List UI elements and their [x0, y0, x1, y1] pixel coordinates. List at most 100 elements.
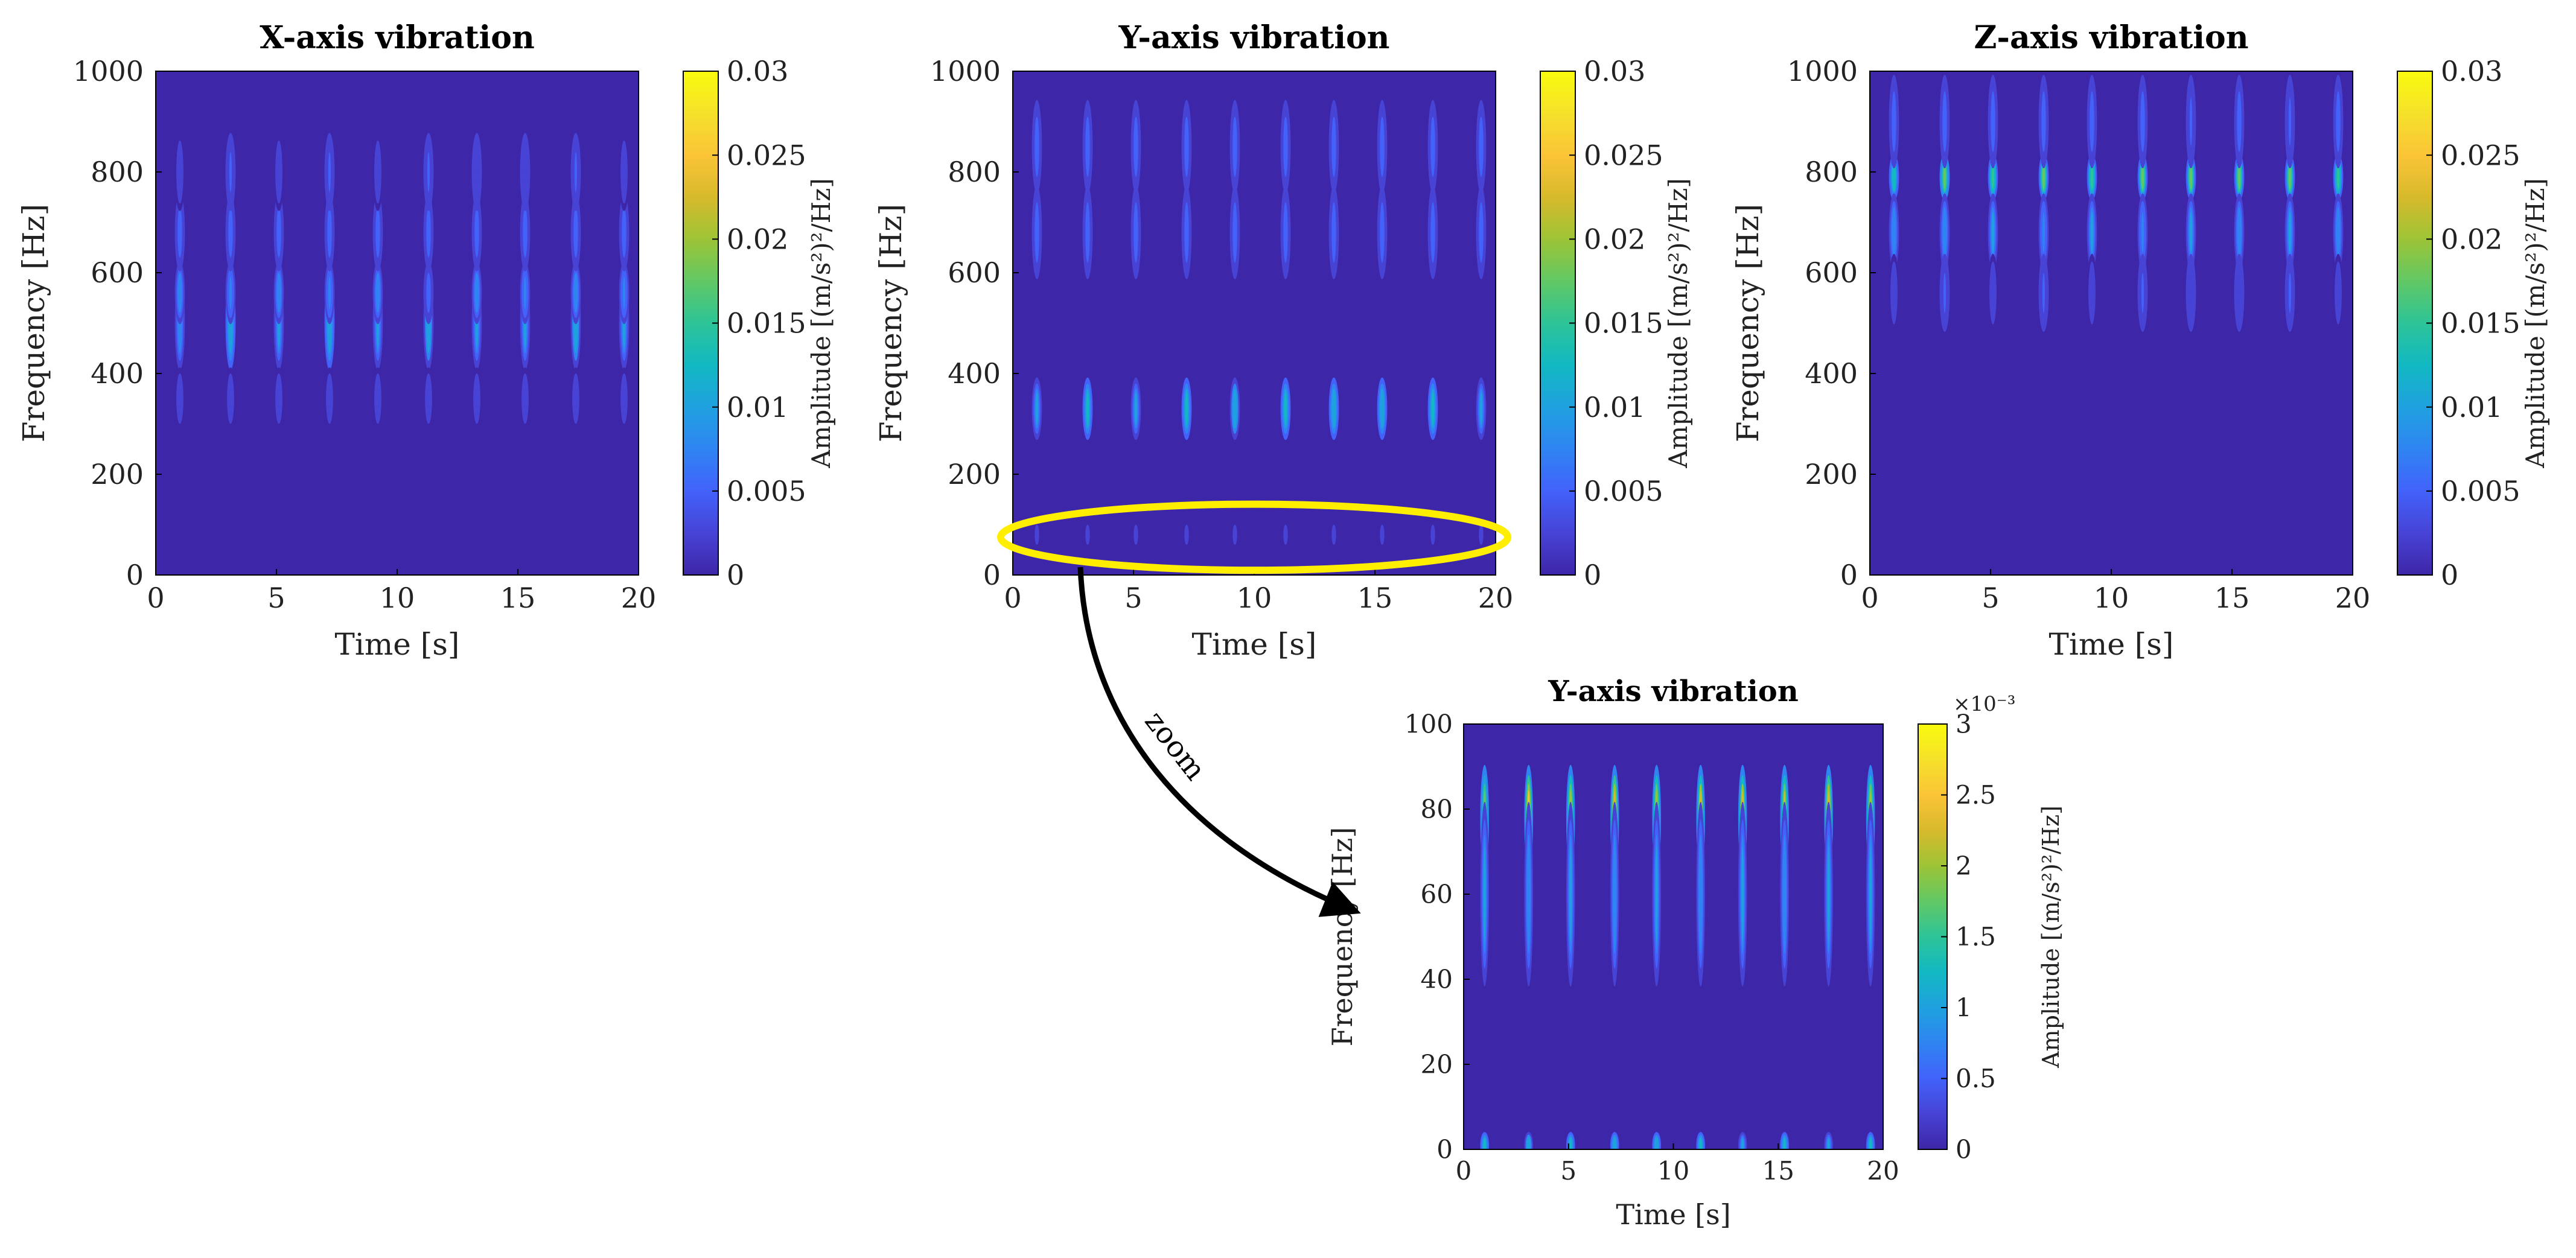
ridge-peak [1035, 208, 1039, 257]
y-tick-label: 600 [948, 256, 1001, 289]
ridge-peak [2237, 97, 2241, 146]
x-axis-label: Time [s] [2049, 627, 2174, 662]
ridge-peak [574, 151, 578, 192]
ridge-peak [1134, 392, 1138, 425]
y-tick-label: 200 [1805, 458, 1858, 491]
ridge-peak [2288, 97, 2292, 146]
ridge-peak [427, 212, 430, 253]
ridge-peak [1479, 392, 1483, 425]
ridge-peak [2090, 273, 2094, 313]
ridge-peak [2042, 273, 2045, 313]
ridge-peak [376, 212, 380, 253]
ridge-peak [1892, 212, 1896, 253]
ridge-peak [1332, 208, 1336, 257]
ridge-peak [1332, 526, 1336, 543]
colorbar-label: Amplitude [(m/s²)²/Hz] [2520, 178, 2550, 469]
ridge-peak [2237, 212, 2241, 253]
ridge-peak [1483, 1138, 1486, 1149]
ridge-peak [1943, 273, 1946, 313]
ridge-peak [178, 383, 182, 415]
plot-background [1464, 724, 1883, 1149]
chart-title: Y-axis vibration [1118, 19, 1390, 56]
ridge-peak [1569, 1138, 1572, 1149]
ridge-peak [1869, 847, 1872, 942]
ridge-peak [2189, 165, 2193, 189]
y-tick-label: 20 [1421, 1050, 1453, 1079]
ridge-peak [1431, 526, 1435, 543]
ridge-peak [1185, 392, 1188, 425]
ridge-peak [1380, 122, 1384, 171]
colorbar-tick-label: 0.025 [2441, 139, 2520, 171]
ridge-peak [328, 212, 331, 253]
ridge-peak [523, 151, 527, 192]
colorbar-tick-label: 1 [1956, 993, 1972, 1023]
y-tick-label: 400 [1805, 357, 1858, 390]
x-tick-label: 15 [1357, 582, 1393, 614]
x-tick-label: 5 [1560, 1156, 1577, 1186]
x-tick-label: 10 [1237, 582, 1272, 614]
ridge-peak [1134, 122, 1138, 171]
x-tick-label: 0 [1861, 582, 1878, 614]
y-tick-label: 400 [91, 357, 144, 390]
ridge-peak [1380, 392, 1384, 425]
x-axis-label: Time [s] [1616, 1198, 1730, 1231]
ridge-peak [1086, 208, 1089, 257]
colorbar-label: Amplitude [(m/s²)²/Hz] [806, 178, 836, 469]
colorbar-tick-label: 0.02 [727, 223, 788, 255]
ridge-peak [2189, 212, 2193, 253]
ridge-peak [1827, 1138, 1830, 1149]
ridge-peak [1483, 847, 1486, 942]
spectrogram [1031, 100, 1487, 551]
colorbar-label: Amplitude [(m/s²)²/Hz] [1663, 178, 1693, 469]
y-tick-label: 1000 [73, 55, 144, 87]
ridge-peak [229, 212, 232, 253]
y-tick-label: 80 [1421, 795, 1453, 824]
ridge-peak [2042, 97, 2045, 146]
y-axis-label: Frequency [Hz] [873, 204, 908, 442]
ridge-peak [574, 276, 578, 310]
ridge-peak [523, 383, 527, 415]
ridge-peak [1699, 1138, 1702, 1149]
ridge-peak [2042, 165, 2045, 189]
y-tick-label: 400 [948, 357, 1001, 390]
y-tick-label: 800 [91, 156, 144, 188]
ridge-peak [1185, 526, 1188, 543]
ridge-peak [475, 212, 479, 253]
ridge-peak [1086, 526, 1089, 543]
ridge-peak [622, 151, 626, 192]
x-axis-label: Time [s] [335, 627, 460, 662]
ridge-peak [328, 383, 331, 415]
ridge-peak [1380, 526, 1384, 543]
ridge-peak [328, 151, 331, 192]
x-tick-label: 5 [1124, 582, 1142, 614]
x-tick-label: 15 [1762, 1156, 1794, 1186]
ridge-peak [1134, 526, 1138, 543]
ridge-peak [1943, 97, 1946, 146]
colorbar-tick-label: 0.03 [727, 55, 788, 87]
x-tick-label: 0 [1456, 1156, 1472, 1186]
x-axis-label: Time [s] [1192, 627, 1317, 662]
colorbar-tick-label: 1.5 [1956, 922, 1996, 951]
x-tick-label: 0 [147, 582, 164, 614]
ridge-peak [2336, 97, 2340, 146]
ridge-peak [376, 276, 380, 310]
colorbar-tick-label: 2 [1956, 851, 1972, 881]
y-tick-label: 800 [948, 156, 1001, 188]
colorbar-tick-label: 0.01 [1584, 391, 1645, 424]
ridge-peak [2141, 212, 2144, 253]
ridge-peak [376, 151, 380, 192]
x-tick-label: 20 [621, 582, 657, 614]
ridge-peak [1185, 208, 1188, 257]
colorbar-tick-label: 0.01 [2441, 391, 2502, 424]
plot-background [156, 71, 639, 575]
ridge-peak [1035, 526, 1039, 543]
colorbar-tick-label: 0.025 [1584, 139, 1663, 171]
ridge-peak [2090, 165, 2094, 189]
ridge-peak [475, 151, 479, 192]
ridge-peak [277, 276, 281, 310]
ridge-peak [1991, 97, 1995, 146]
y-tick-label: 200 [948, 458, 1001, 491]
ridge-peak [1086, 122, 1089, 171]
